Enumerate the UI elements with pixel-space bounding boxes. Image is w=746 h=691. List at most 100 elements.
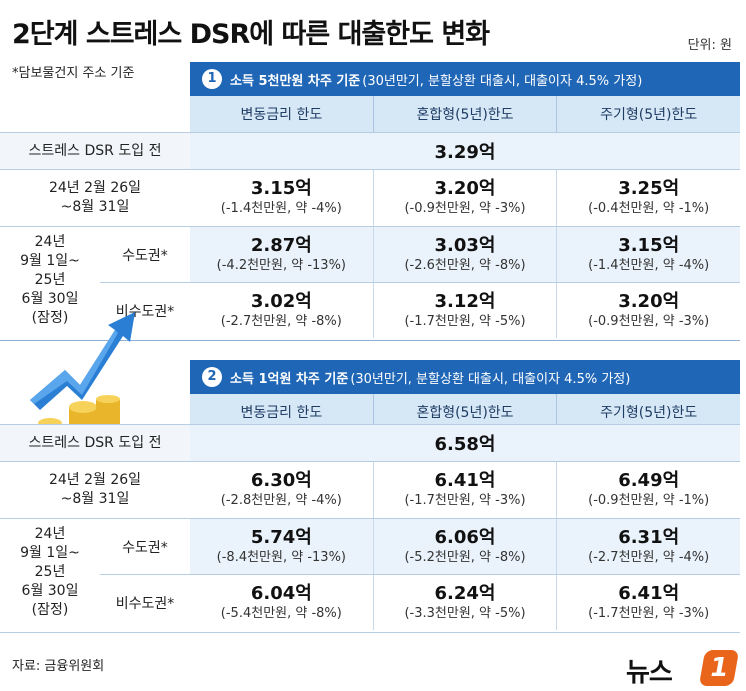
cell-value: 6.24억 — [434, 582, 496, 604]
cell-value: 3.15억 — [250, 178, 312, 199]
divider — [0, 340, 740, 341]
phase2-line5: (잠정) — [31, 309, 69, 326]
non-capital-cells: 6.04억 (-5.4천만원, 약 -8%) 6.24억 (-3.3천만원, 약 -… — [190, 575, 740, 630]
row-label-pre: 스트레스 DSR 도입 전 — [28, 143, 162, 159]
divider — [100, 282, 740, 283]
phase2-line3: 25년 — [34, 563, 66, 580]
cell-value: 6.31억 — [618, 526, 680, 548]
phase2-line4: 6월 30일 — [21, 290, 79, 307]
cell: 6.49억 (-0.9천만원, 약 -1%) — [556, 462, 740, 518]
row-label-phase1: 24년 2월 26일 ~8월 31일 — [0, 170, 190, 226]
row-label-phase2: 24년 9월 1일~ 25년 6월 30일 (잠정) — [0, 522, 100, 622]
cell-value: 3.25억 — [618, 178, 680, 199]
section-income-100m: 2 소득 1억원 차주 기준 (30년만기, 분할상환 대출시, 대출이자 4.… — [0, 360, 746, 640]
cell-value: 3.20억 — [434, 178, 496, 199]
cell: 6.04억 (-5.4천만원, 약 -8%) — [190, 575, 373, 630]
cell-change: (-8.4천만원, 약 -13%) — [216, 549, 346, 565]
divider — [0, 132, 740, 133]
region-label-non-capital: 비수도권* — [115, 595, 175, 612]
cell-value: 3.20억 — [618, 290, 680, 312]
phase1-line1: 24년 2월 26일 — [48, 472, 142, 488]
cell-value: 3.02억 — [250, 290, 312, 312]
row-bg — [190, 227, 740, 282]
pre-value: 6.58억 — [190, 425, 740, 461]
rising-arrow-icon — [30, 312, 135, 410]
cell-change: (-5.4천만원, 약 -8%) — [220, 605, 342, 621]
divider — [0, 461, 740, 462]
cell-change: (-2.6천만원, 약 -8%) — [404, 257, 526, 273]
divider — [100, 574, 740, 575]
row-label-phase1: 24년 2월 26일 ~8월 31일 — [0, 462, 190, 518]
phase2-line1: 24년 — [34, 233, 66, 250]
phase1-line1: 24년 2월 26일 — [48, 180, 142, 196]
phase2-line2: 9월 1일~ — [20, 544, 80, 561]
cell: 3.15억 (-1.4천만원, 약 -4%) — [556, 227, 740, 282]
cell-change: (-0.9천만원, 약 -3%) — [588, 313, 710, 329]
phase2-line2: 9월 1일~ — [20, 252, 80, 269]
section-header: 2 소득 1억원 차주 기준 (30년만기, 분할상환 대출시, 대출이자 4.… — [190, 360, 740, 394]
phase2-line3: 25년 — [34, 271, 66, 288]
region-label-capital: 수도권* — [122, 539, 168, 556]
cell-value: 6.30억 — [250, 470, 312, 491]
cell-change: (-0.9천만원, 약 -3%) — [404, 201, 526, 216]
cell-value: 6.49억 — [618, 470, 680, 491]
cell: 3.25억 (-0.4천만원, 약 -1%) — [556, 170, 740, 226]
cell: 3.02억 (-2.7천만원, 약 -8%) — [190, 283, 373, 338]
cell-value: 6.41억 — [618, 582, 680, 604]
cell-change: (-4.2천만원, 약 -13%) — [216, 257, 346, 273]
cell-change: (-0.9천만원, 약 -1%) — [588, 493, 710, 508]
cell: 3.20억 (-0.9천만원, 약 -3%) — [556, 283, 740, 338]
cell-change: (-0.4천만원, 약 -1%) — [588, 201, 710, 216]
cell: 6.31억 (-2.7천만원, 약 -4%) — [556, 519, 740, 574]
cell-value: 3.03억 — [434, 234, 496, 256]
cell: 6.41억 (-1.7천만원, 약 -3%) — [372, 462, 557, 518]
news1-logo: 뉴스 1 — [626, 650, 740, 688]
cell-value: 3.12억 — [434, 290, 496, 312]
section-subtitle: (30년만기, 분할상환 대출시, 대출이자 4.5% 가정) — [362, 73, 643, 89]
cell-change: (-2.7천만원, 약 -4%) — [588, 549, 710, 565]
row-label-phase2: 24년 9월 1일~ 25년 6월 30일 (잠정) — [0, 230, 100, 330]
phase1-line2: ~8월 31일 — [60, 199, 130, 215]
basis-note: *담보물건지 주소 기준 — [12, 66, 135, 81]
page-title: 2단계 스트레스 DSR에 따른 대출한도 변화 — [12, 19, 490, 50]
cell: 6.24억 (-3.3천만원, 약 -5%) — [372, 575, 557, 630]
cell: 2.87억 (-4.2천만원, 약 -13%) — [190, 227, 373, 282]
cell-change: (-1.7천만원, 약 -3%) — [404, 493, 526, 508]
row-label-pre: 스트레스 DSR 도입 전 — [28, 435, 162, 451]
capital-cells: 5.74억 (-8.4천만원, 약 -13%) 6.06억 (-5.2천만원, 약 … — [190, 519, 740, 574]
cell-change: (-1.4천만원, 약 -4%) — [588, 257, 710, 273]
unit-note: 단위: 원 — [687, 38, 732, 53]
cell: 6.41억 (-1.7천만원, 약 -3%) — [556, 575, 740, 630]
divider — [0, 518, 740, 519]
phase2-line5: (잠정) — [31, 601, 69, 618]
cell-change: (-2.8천만원, 약 -4%) — [220, 493, 342, 508]
non-capital-cells: 3.02억 (-2.7천만원, 약 -8%) 3.12억 (-1.7천만원, 약 -… — [190, 283, 740, 338]
column-headers: 변동금리 한도 혼합형(5년)한도 주기형(5년)한도 — [190, 96, 740, 132]
cell-change: (-1.7천만원, 약 -3%) — [588, 605, 710, 621]
cell: 6.06억 (-5.2천만원, 약 -8%) — [372, 519, 557, 574]
cell-change: (-5.2천만원, 약 -8%) — [404, 549, 526, 565]
section-title: 소득 5천만원 차주 기준 — [230, 73, 361, 89]
cell-change: (-3.3천만원, 약 -5%) — [404, 605, 526, 621]
section-subtitle: (30년만기, 분할상환 대출시, 대출이자 4.5% 가정) — [350, 371, 631, 387]
logo-badge: 1 — [698, 650, 740, 686]
section-income-50m: 1 소득 5천만원 차주 기준 (30년만기, 분할상환 대출시, 대출이자 4… — [0, 62, 746, 342]
source-note: 자료: 금융위원회 — [12, 659, 105, 674]
cell-value: 6.04억 — [250, 582, 312, 604]
cell: 3.03억 (-2.6천만원, 약 -8%) — [372, 227, 557, 282]
column-header-mixed: 혼합형(5년)한도 — [372, 96, 557, 132]
pre-value: 3.29억 — [190, 133, 740, 169]
divider — [0, 632, 740, 633]
column-header-periodic: 주기형(5년)한도 — [556, 96, 740, 132]
section-title: 소득 1억원 차주 기준 — [230, 371, 349, 387]
cell: 3.20억 (-0.9천만원, 약 -3%) — [372, 170, 557, 226]
cell: 6.30억 (-2.8천만원, 약 -4%) — [190, 462, 373, 518]
cell: 3.12억 (-1.7천만원, 약 -5%) — [372, 283, 557, 338]
cell-change: (-2.7천만원, 약 -8%) — [220, 313, 342, 329]
cell-value: 6.06억 — [434, 526, 496, 548]
cell-value: 5.74억 — [250, 526, 312, 548]
phase1-cells: 3.15억 (-1.4천만원, 약 -4%) 3.20억 (-0.9천만원, 약 -… — [190, 170, 740, 226]
section-number: 1 — [202, 69, 222, 89]
region-label-capital: 수도권* — [122, 247, 168, 264]
cell-value: 2.87억 — [250, 234, 312, 256]
